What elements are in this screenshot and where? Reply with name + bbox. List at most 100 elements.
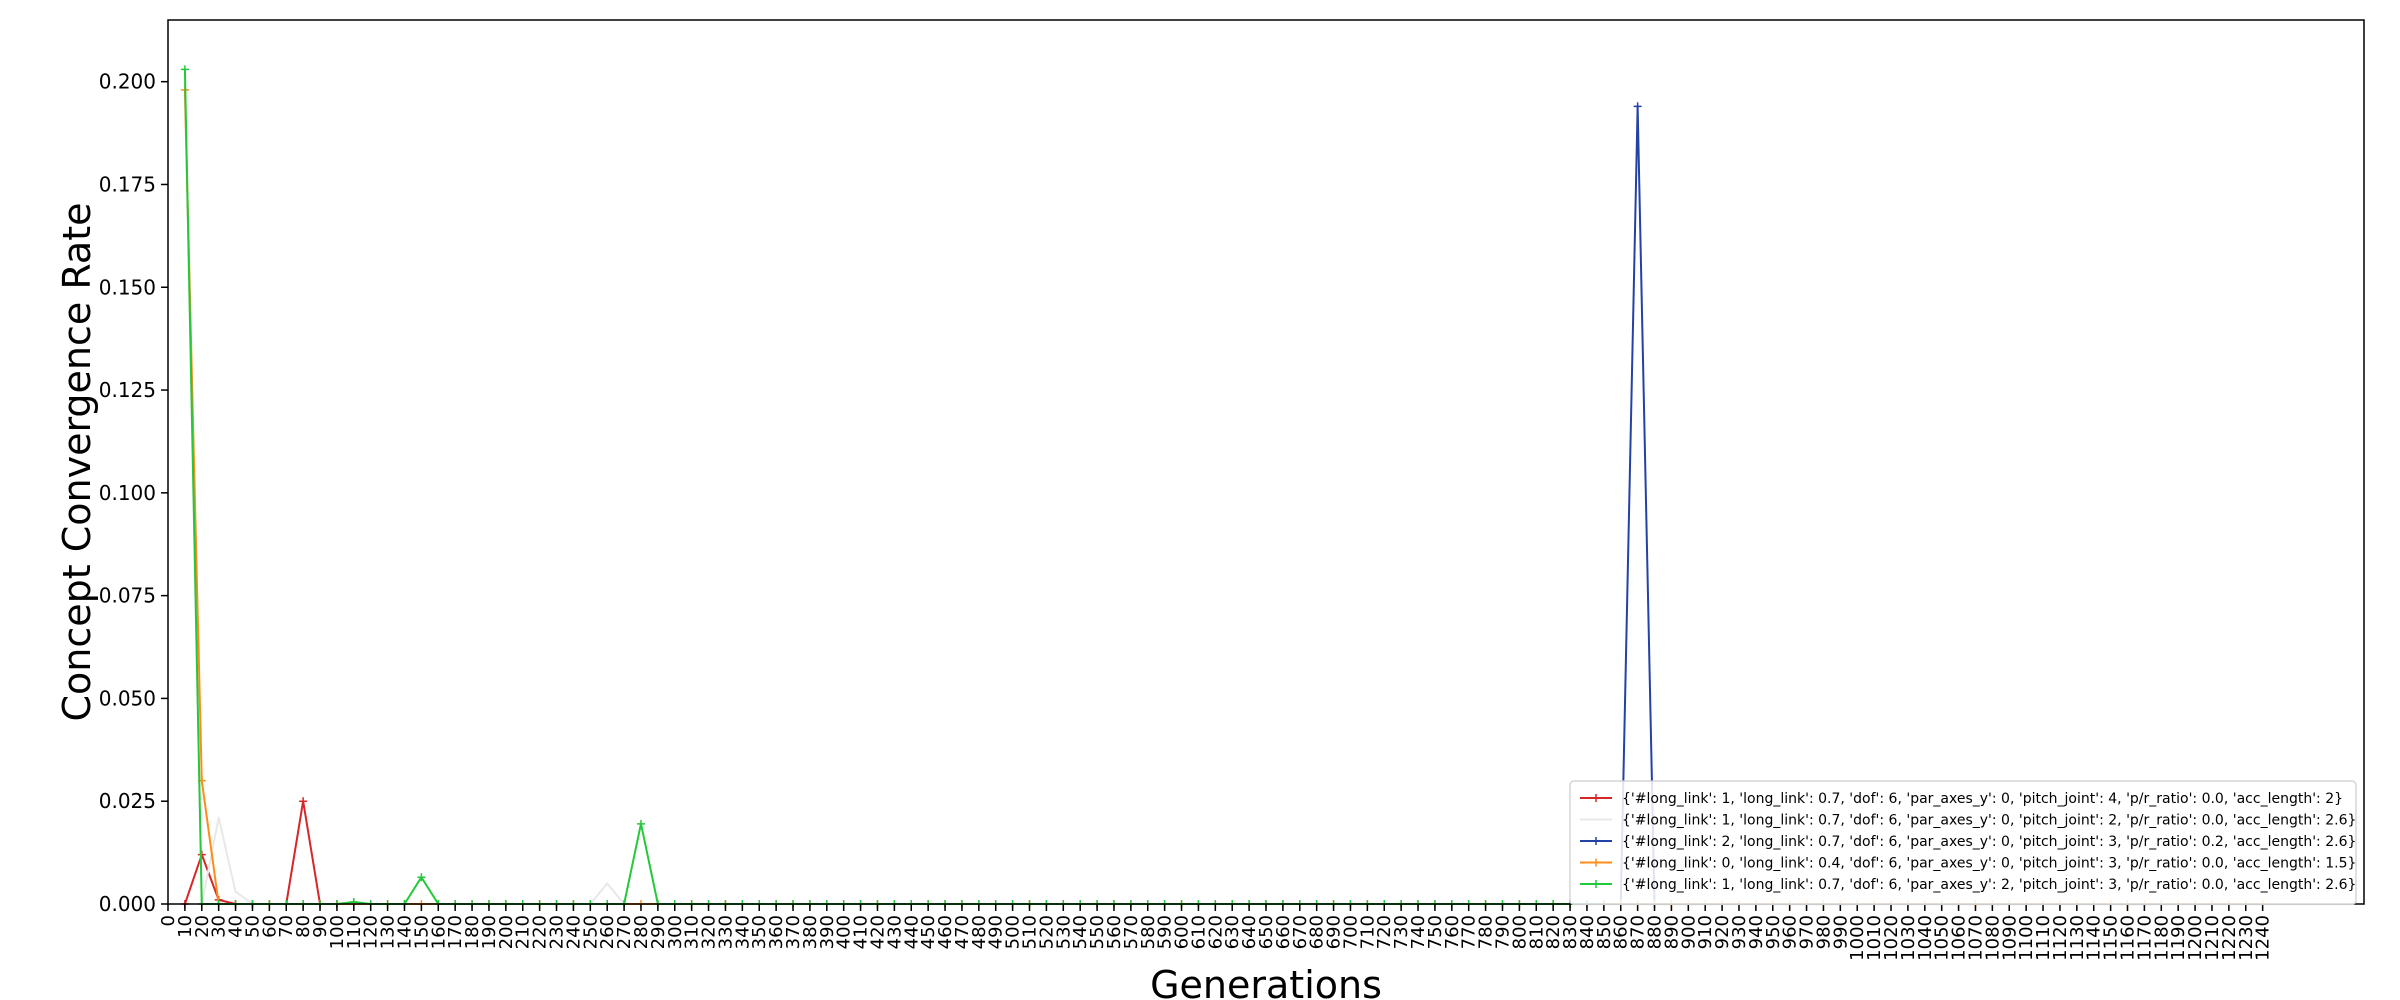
- data-point-marker: [1633, 102, 1642, 111]
- x-tick-label: 1090: [1999, 915, 2020, 961]
- x-tick-label: 530: [1053, 915, 1074, 949]
- x-tick-label: 680: [1307, 915, 1328, 949]
- x-tick-label: 690: [1324, 915, 1345, 949]
- x-tick-label: 550: [1087, 915, 1108, 949]
- x-tick-label: 60: [259, 915, 280, 938]
- x-tick-label: 940: [1746, 915, 1767, 949]
- x-tick-label: 1130: [2067, 915, 2088, 961]
- x-tick-label: 980: [1813, 915, 1834, 949]
- x-tick-label: 310: [682, 915, 703, 949]
- y-tick-label: 0.125: [99, 378, 156, 402]
- x-tick-label: 320: [699, 915, 720, 949]
- x-tick-label: 770: [1459, 915, 1480, 949]
- x-tick-label: 1060: [1949, 915, 1970, 961]
- x-tick-label: 790: [1492, 915, 1513, 949]
- x-tick-label: 920: [1712, 915, 1733, 949]
- legend-entry: {'#long_link': 0, 'long_link': 0.4, 'dof…: [1580, 856, 2356, 872]
- y-tick-label: 0.050: [99, 686, 156, 710]
- x-tick-label: 1190: [2168, 915, 2189, 961]
- x-tick-label: 1050: [1932, 915, 1953, 961]
- x-tick-label: 30: [209, 915, 230, 938]
- legend-marker: [1592, 880, 1600, 888]
- x-tick-label: 370: [783, 915, 804, 949]
- x-tick-label: 950: [1763, 915, 1784, 949]
- x-tick-label: 660: [1273, 915, 1294, 949]
- x-tick-label: 540: [1070, 915, 1091, 949]
- legend-label: {'#long_link': 0, 'long_link': 0.4, 'dof…: [1622, 856, 2356, 872]
- x-tick-label: 1110: [2033, 915, 2054, 961]
- y-tick-label: 0.075: [99, 584, 156, 608]
- x-tick-label: 590: [1155, 915, 1176, 949]
- x-tick-label: 510: [1020, 915, 1041, 949]
- x-tick-label: 630: [1222, 915, 1243, 949]
- x-tick-label: 1000: [1847, 915, 1868, 961]
- y-tick-label: 0.150: [99, 275, 156, 299]
- x-tick-label: 760: [1442, 915, 1463, 949]
- x-tick-label: 480: [969, 915, 990, 949]
- data-point-marker: [417, 873, 426, 882]
- x-tick-label: 0: [158, 915, 179, 926]
- x-tick-label: 670: [1290, 915, 1311, 949]
- y-tick-label: 0.025: [99, 789, 156, 813]
- x-tick-label: 1150: [2101, 915, 2122, 961]
- legend-entry: {'#long_link': 1, 'long_link': 0.7, 'dof…: [1580, 813, 2356, 829]
- x-tick-label: 1140: [2084, 915, 2105, 961]
- x-tick-label: 170: [445, 915, 466, 949]
- x-tick-label: 160: [428, 915, 449, 949]
- x-tick-label: 1020: [1881, 915, 1902, 961]
- x-tick-label: 200: [496, 915, 517, 949]
- x-tick-label: 1240: [2253, 915, 2274, 961]
- x-tick-label: 220: [530, 915, 551, 949]
- x-tick-label: 230: [547, 915, 568, 949]
- x-tick-label: 800: [1509, 915, 1530, 949]
- x-tick-label: 330: [715, 915, 736, 949]
- x-tick-label: 1010: [1864, 915, 1885, 961]
- x-tick-label: 620: [1205, 915, 1226, 949]
- x-tick-label: 420: [867, 915, 888, 949]
- x-tick-label: 600: [1172, 915, 1193, 949]
- x-tick-label: 440: [901, 915, 922, 949]
- x-tick-label: 10: [175, 915, 196, 938]
- x-tick-label: 450: [918, 915, 939, 949]
- x-tick-label: 90: [310, 915, 331, 938]
- x-tick-label: 710: [1357, 915, 1378, 949]
- legend-entry: {'#long_link': 1, 'long_link': 0.7, 'dof…: [1580, 791, 2343, 807]
- legend-label: {'#long_link': 2, 'long_link': 0.7, 'dof…: [1622, 834, 2356, 850]
- x-tick-label: 1120: [2050, 915, 2071, 961]
- x-tick-label: 1220: [2219, 915, 2240, 961]
- x-tick-label: 850: [1594, 915, 1615, 949]
- x-tick-label: 740: [1408, 915, 1429, 949]
- x-tick-label: 130: [378, 915, 399, 949]
- x-tick-label: 1160: [2118, 915, 2139, 961]
- x-tick-label: 400: [834, 915, 855, 949]
- data-point-marker: [180, 65, 189, 74]
- x-tick-label: 250: [580, 915, 601, 949]
- x-tick-label: 390: [817, 915, 838, 949]
- x-tick-label: 910: [1695, 915, 1716, 949]
- x-tick-label: 750: [1425, 915, 1446, 949]
- x-tick-label: 860: [1611, 915, 1632, 949]
- x-tick-label: 100: [327, 915, 348, 949]
- legend-entry: {'#long_link': 2, 'long_link': 0.7, 'dof…: [1580, 834, 2356, 850]
- x-tick-label: 560: [1104, 915, 1125, 949]
- x-tick-label: 700: [1340, 915, 1361, 949]
- x-tick-label: 500: [1003, 915, 1024, 949]
- legend: {'#long_link': 1, 'long_link': 0.7, 'dof…: [1569, 780, 2357, 906]
- x-tick-label: 780: [1476, 915, 1497, 949]
- x-tick-label: 340: [732, 915, 753, 949]
- legend-label: {'#long_link': 1, 'long_link': 0.7, 'dof…: [1622, 791, 2343, 807]
- x-tick-label: 280: [631, 915, 652, 949]
- data-point-marker: [636, 819, 645, 828]
- x-tick-label: 810: [1526, 915, 1547, 949]
- x-tick-label: 470: [952, 915, 973, 949]
- x-tick-label: 730: [1391, 915, 1412, 949]
- x-tick-label: 1210: [2202, 915, 2223, 961]
- legend-label: {'#long_link': 1, 'long_link': 0.7, 'dof…: [1622, 813, 2356, 829]
- x-tick-label: 360: [766, 915, 787, 949]
- x-tick-label: 430: [884, 915, 905, 949]
- x-tick-label: 380: [800, 915, 821, 949]
- x-tick-label: 120: [361, 915, 382, 949]
- x-tick-label: 570: [1121, 915, 1142, 949]
- x-axis-label: Generations: [1150, 963, 1382, 1000]
